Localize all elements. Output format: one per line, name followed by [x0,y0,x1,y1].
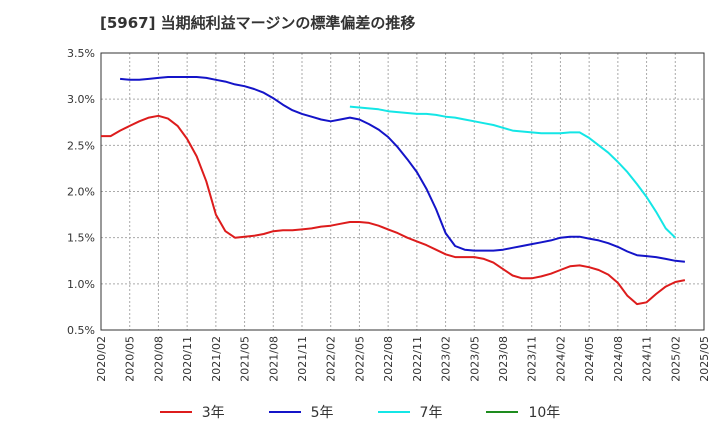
x-tick-label: 2023/02 [440,336,453,382]
x-tick-label: 2021/11 [296,336,309,382]
x-tick-label: 2022/02 [325,336,338,382]
series-layer [101,76,686,306]
legend-item-5y: 5年 [268,402,334,422]
y-tick-label: 2.5% [67,139,95,152]
x-tick-label: 2022/08 [382,336,395,382]
x-tick-label: 2023/08 [497,336,510,382]
y-tick-label: 0.5% [67,324,95,337]
y-tick-label: 1.0% [67,278,95,291]
legend: 3年 5年 7年 10年 [0,402,720,422]
grid-layer [100,52,705,331]
y-tick-label: 3.0% [67,93,95,106]
x-tick-label: 2021/05 [239,336,252,382]
x-tick-label: 2020/05 [124,336,137,382]
x-tick-label: 2022/11 [411,336,424,382]
x-tick-label: 2020/11 [181,336,194,382]
plot-frame [100,52,705,331]
chart-title: [5967] 当期純利益マージンの標準偏差の推移 [100,14,416,32]
legend-swatch-10y [486,411,519,413]
x-tick-label: 2022/05 [353,336,366,382]
legend-label-10y: 10年 [528,405,561,421]
x-tick-label: 2020/02 [95,336,108,382]
x-tick-label: 2023/05 [468,336,481,382]
series-line-0 [101,114,686,306]
legend-swatch-7y [377,411,410,413]
legend-swatch-5y [268,411,301,413]
legend-item-7y: 7年 [377,402,443,422]
x-tick-label: 2025/02 [669,336,682,382]
axis-layer: 0.5% 1.0% 1.5% 2.0% 2.5% 3.0% 3.5% 2020/02 2020/… [67,47,711,382]
x-tick-label: 2024/08 [612,336,625,382]
legend-swatch-3y [159,411,192,413]
x-tick-label: 2021/08 [267,336,280,382]
y-tick-label: 1.5% [67,232,95,245]
legend-item-10y: 10年 [486,402,560,422]
legend-label-7y: 7年 [419,405,443,421]
y-tick-label: 2.0% [67,186,95,199]
x-tick-label: 2024/11 [641,336,654,382]
series-line-1 [120,76,685,263]
x-tick-label: 2024/05 [583,336,596,382]
x-tick-label: 2024/02 [554,336,567,382]
y-tick-label: 3.5% [67,47,95,60]
legend-label-5y: 5年 [310,405,334,421]
x-tick-label: 2023/11 [526,336,539,382]
x-tick-label: 2020/08 [152,336,165,382]
series-line-2 [349,105,676,239]
legend-item-3y: 3年 [159,402,225,422]
legend-label-3y: 3年 [201,405,225,421]
x-tick-label: 2025/05 [698,336,711,382]
x-tick-label: 2021/02 [210,336,223,382]
